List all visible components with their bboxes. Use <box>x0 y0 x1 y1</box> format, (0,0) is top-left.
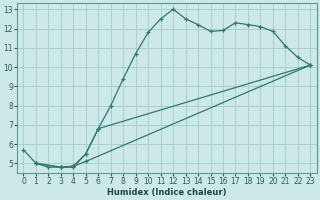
X-axis label: Humidex (Indice chaleur): Humidex (Indice chaleur) <box>107 188 227 197</box>
